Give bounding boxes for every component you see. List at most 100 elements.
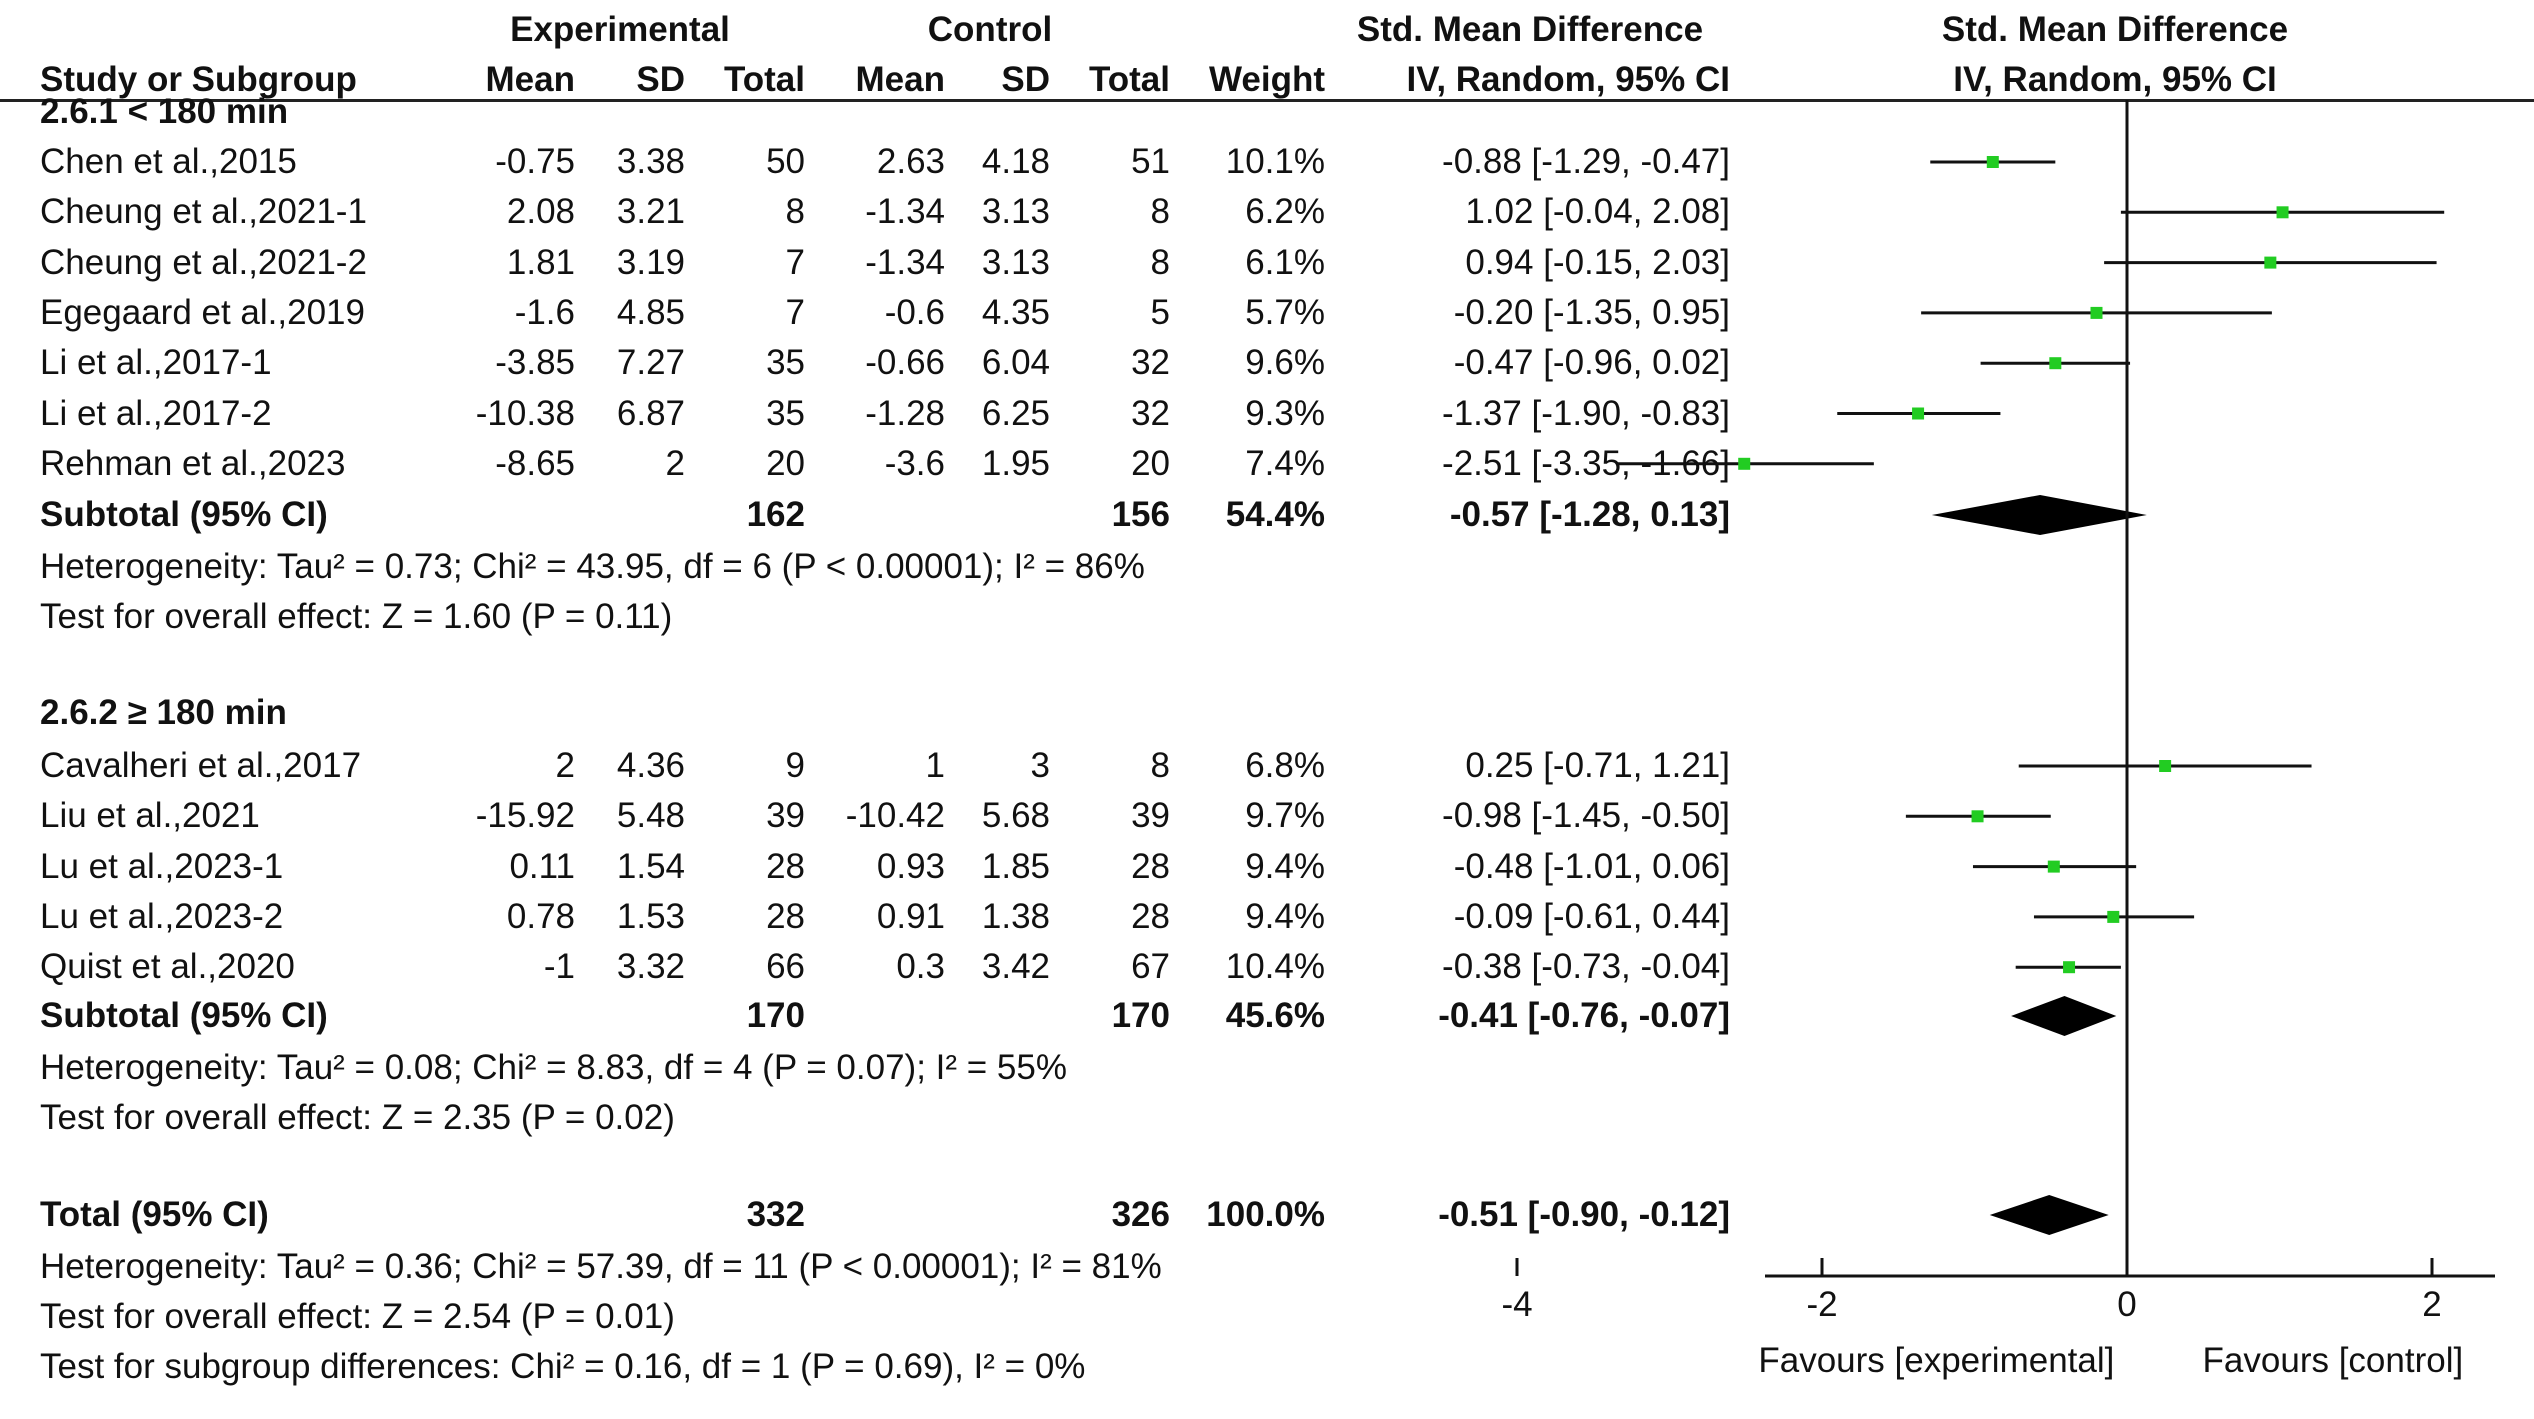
study-e-total: 7 <box>785 242 805 282</box>
study-weight: 9.4% <box>1245 846 1325 886</box>
study-e-mean: 1.81 <box>506 242 575 282</box>
study-c-mean: 2.63 <box>876 142 945 181</box>
point-estimate-marker <box>2159 760 2172 772</box>
study-e-total: 39 <box>766 796 805 836</box>
study-weight: 6.1% <box>1245 242 1325 282</box>
study-c-sd: 4.18 <box>981 142 1050 181</box>
subgroup-title: 2.6.1 < 180 min <box>40 92 289 131</box>
study-c-mean: -1.34 <box>865 192 945 232</box>
study-c-total: 32 <box>1131 393 1170 433</box>
study-e-total: 9 <box>785 746 805 785</box>
subgroup-differences-text: Test for subgroup differences: Chi² = 0.… <box>40 1347 1086 1386</box>
study-ci: -0.88 [-1.29, -0.47] <box>1442 142 1730 181</box>
subtotal-weight: 45.6% <box>1225 996 1325 1035</box>
study-c-mean: -0.6 <box>884 292 945 332</box>
x-tick-label: -4 <box>1501 1285 1532 1324</box>
study-name: Chen et al.,2015 <box>40 142 297 181</box>
study-c-total: 67 <box>1131 947 1170 987</box>
total-overall-effect-text: Test for overall effect: Z = 2.54 (P = 0… <box>40 1297 675 1336</box>
study-name: Lu et al.,2023-1 <box>40 846 284 886</box>
study-e-total: 35 <box>766 343 805 383</box>
subtotal-c-total: 170 <box>1111 996 1170 1035</box>
study-ci: 1.02 [-0.04, 2.08] <box>1465 192 1730 232</box>
point-estimate-marker <box>2107 910 2120 923</box>
study-c-total: 8 <box>1150 242 1170 282</box>
study-ci: -1.37 [-1.90, -0.83] <box>1442 393 1730 433</box>
study-e-sd: 4.85 <box>616 292 685 332</box>
study-e-sd: 4.36 <box>616 746 685 785</box>
study-e-total: 20 <box>766 443 805 483</box>
subtotal-weight: 54.4% <box>1225 495 1325 534</box>
study-c-total: 51 <box>1131 142 1170 181</box>
study-c-sd: 4.35 <box>981 292 1050 332</box>
study-c-sd: 3.13 <box>981 192 1050 232</box>
pooled-diamond <box>2011 996 2117 1036</box>
study-weight: 5.7% <box>1245 292 1325 332</box>
total-ci: -0.51 [-0.90, -0.12] <box>1438 1195 1730 1234</box>
study-weight: 9.3% <box>1245 393 1325 433</box>
study-column-header: Study or Subgroup <box>40 60 357 99</box>
heterogeneity-text: Heterogeneity: Tau² = 0.08; Chi² = 8.83,… <box>40 1048 1067 1087</box>
weight-header: Weight <box>1208 60 1325 99</box>
study-ci: -0.48 [-1.01, 0.06] <box>1453 846 1730 886</box>
favours-control-label: Favours [control] <box>2203 1341 2464 1380</box>
e-mean-header: Mean <box>485 60 575 99</box>
study-e-sd: 5.48 <box>616 796 685 836</box>
study-e-total: 28 <box>766 896 805 936</box>
study-name: Cavalheri et al.,2017 <box>40 746 362 785</box>
study-name: Cheung et al.,2021-2 <box>40 242 367 282</box>
study-c-total: 5 <box>1150 292 1170 332</box>
study-e-sd: 1.54 <box>616 846 685 886</box>
study-e-total: 7 <box>785 292 805 332</box>
study-name: Lu et al.,2023-2 <box>40 896 284 936</box>
study-c-total: 28 <box>1131 896 1170 936</box>
heterogeneity-text: Heterogeneity: Tau² = 0.73; Chi² = 43.95… <box>40 547 1145 586</box>
study-name: Cheung et al.,2021-1 <box>40 192 367 232</box>
study-c-mean: -0.66 <box>865 343 945 383</box>
x-tick-label: -2 <box>1806 1285 1837 1324</box>
point-estimate-marker <box>2276 206 2289 219</box>
study-weight: 10.1% <box>1225 142 1325 181</box>
study-c-sd: 3.42 <box>981 947 1050 987</box>
study-c-sd: 5.68 <box>981 796 1050 836</box>
study-c-sd: 3.13 <box>981 242 1050 282</box>
study-ci: -0.98 [-1.45, -0.50] <box>1442 796 1730 836</box>
study-e-mean: -0.75 <box>495 142 575 181</box>
study-c-sd: 1.85 <box>981 846 1050 886</box>
study-ci: 0.94 [-0.15, 2.03] <box>1465 242 1730 282</box>
study-e-sd: 3.21 <box>616 192 685 232</box>
study-e-sd: 2 <box>665 443 685 483</box>
plot-header: Std. Mean Difference <box>1941 10 2289 49</box>
study-e-mean: -1.6 <box>514 292 575 332</box>
subtotal-ci: -0.41 [-0.76, -0.07] <box>1438 996 1730 1035</box>
study-e-mean: -8.65 <box>495 443 575 483</box>
c-sd-header: SD <box>1001 60 1050 99</box>
study-ci: 0.25 [-0.71, 1.21] <box>1465 746 1730 785</box>
study-e-total: 66 <box>766 947 805 987</box>
c-total-header: Total <box>1088 60 1170 99</box>
study-e-sd: 3.32 <box>616 947 685 987</box>
study-name: Li et al.,2017-2 <box>40 393 272 433</box>
study-c-mean: 0.3 <box>896 947 945 987</box>
study-weight: 7.4% <box>1245 443 1325 483</box>
favours-experimental-label: Favours [experimental] <box>1758 1341 2114 1380</box>
total-e-total: 332 <box>746 1195 805 1234</box>
study-c-total: 20 <box>1131 443 1170 483</box>
total-weight: 100.0% <box>1206 1195 1325 1234</box>
pooled-diamond <box>1931 495 2147 535</box>
study-c-total: 8 <box>1150 192 1170 232</box>
study-e-total: 28 <box>766 846 805 886</box>
point-estimate-marker <box>2049 357 2062 370</box>
study-c-sd: 1.95 <box>981 443 1050 483</box>
study-c-mean: -1.28 <box>865 393 945 433</box>
subtotal-e-total: 162 <box>746 495 805 534</box>
control-header: Control <box>927 10 1053 49</box>
point-estimate-marker <box>2090 306 2103 319</box>
total-c-total: 326 <box>1111 1195 1170 1234</box>
study-e-sd: 3.19 <box>616 242 685 282</box>
subgroup-title: 2.6.2 ≥ 180 min <box>40 693 287 732</box>
study-e-sd: 7.27 <box>616 343 685 383</box>
study-c-mean: -10.42 <box>845 796 945 836</box>
study-ci: -0.47 [-0.96, 0.02] <box>1453 343 1730 383</box>
